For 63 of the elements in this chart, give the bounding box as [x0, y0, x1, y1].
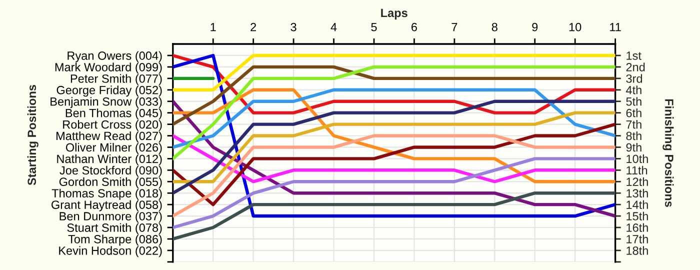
- category-label: Peter Smith (077): [70, 74, 162, 86]
- y2-tick-label: 16th: [626, 223, 648, 232]
- line-series: [172, 111, 616, 184]
- x-tick-label: 7: [452, 23, 458, 32]
- x-tick-label: 10: [569, 22, 582, 32]
- line-series: [172, 134, 616, 184]
- x-tick-label: 8: [492, 22, 498, 32]
- line-series: [172, 134, 616, 218]
- y2-tick-label: 10th: [626, 154, 648, 164]
- category-label: Stuart Smith (078): [67, 223, 162, 234]
- category-label: Nathan Winter (012): [57, 154, 162, 166]
- x-tick-label: 4: [330, 23, 337, 32]
- y2-tick-label: 2nd: [626, 62, 645, 72]
- category-label: Gordon Smith (055): [59, 177, 162, 188]
- category-label: Tom Sharpe (086): [68, 234, 162, 246]
- line-series: [172, 100, 616, 195]
- category-label: Robert Cross (020): [63, 120, 162, 132]
- category-label: Ryan Owers (004): [68, 51, 162, 62]
- category-label: Thomas Snape (018): [52, 188, 162, 200]
- y2-axis-title: Finishing Positions: [662, 99, 674, 207]
- line-series: [172, 100, 616, 218]
- y2-tick-label: 7th: [626, 120, 642, 129]
- line-series: [172, 191, 616, 241]
- category-label: Oliver Milner (026): [66, 142, 162, 154]
- category-label: Ben Dunmore (037): [60, 212, 162, 223]
- y2-tick-label: 11th: [626, 166, 648, 175]
- text: Starting Positions: [27, 84, 38, 186]
- y2-tick-label: 14th: [626, 200, 648, 209]
- y2-tick-label: 13th: [626, 188, 648, 198]
- line-series: [172, 157, 616, 230]
- y2-tick-label: 1st: [626, 52, 642, 60]
- category-label: Joe Stockford (090): [60, 166, 162, 177]
- x-tick-label: 9: [532, 22, 538, 32]
- x-tick-label: 3: [290, 22, 296, 32]
- y2-tick-label: 6th: [626, 108, 642, 118]
- category-label: Kevin Hodson (022): [59, 246, 162, 258]
- y2-tick-label: 17th: [626, 234, 648, 244]
- y2-tick-label: 9th: [626, 142, 642, 152]
- y2-tick-label: 15th: [626, 212, 648, 220]
- x-tick-label: 1: [210, 23, 216, 32]
- y2-tick-label: 3rd: [626, 74, 642, 83]
- y2-tick-label: 5th: [626, 97, 642, 106]
- y2-tick-label: 8th: [626, 131, 642, 140]
- line-series: [172, 54, 616, 114]
- x-tick-label: 5: [371, 23, 377, 32]
- x-tick-label: 11: [610, 23, 621, 32]
- line-series: [172, 65, 616, 126]
- category-label: George Friday (052): [56, 86, 162, 97]
- line-series: [172, 88, 616, 149]
- line-series: [172, 65, 616, 160]
- category-label: Benjamin Snow (033): [50, 97, 162, 108]
- line-series: [172, 122, 616, 206]
- y2-tick-label: 4th: [626, 86, 642, 94]
- category-label: Grant Haytread (058): [52, 200, 162, 212]
- category-label: Ben Thomas (045): [66, 108, 162, 120]
- category-label: Matthew Read (027): [56, 131, 162, 142]
- y2-tick-label: 18th: [626, 246, 648, 255]
- x-tick-label: 2: [250, 22, 256, 32]
- line-series: [172, 54, 616, 218]
- category-label: Mark Woodard (099): [55, 62, 162, 74]
- x-tick-label: 6: [412, 22, 417, 32]
- y2-tick-label: 12th: [626, 177, 648, 186]
- x-axis-title: Laps: [381, 8, 408, 20]
